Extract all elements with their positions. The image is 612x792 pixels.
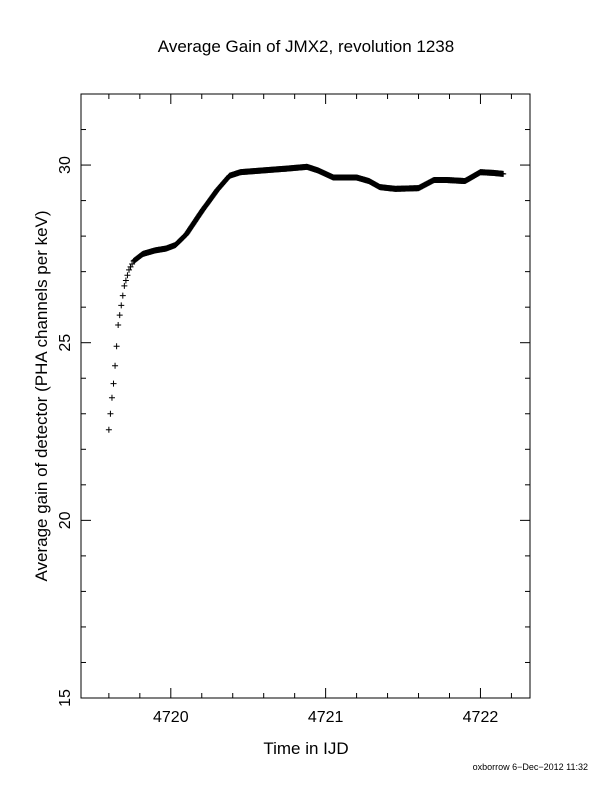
data-point [113,343,120,350]
chart-title: Average Gain of JMX2, revolution 1238 [158,37,454,56]
y-tick-label: 30 [57,156,74,174]
x-tick-label: 4722 [463,709,499,726]
data-point [127,263,134,270]
y-tick-labels: 15 20 25 30 [57,156,74,707]
x-tick-labels: 4720 4721 4722 [153,709,498,726]
y-tick-label: 25 [57,334,74,352]
plot-frame [80,93,531,699]
plot-area [80,93,531,699]
data-point [119,292,126,299]
data-point [500,170,507,177]
data-point [122,277,129,284]
y-tick-label: 15 [57,689,74,707]
x-axis-label: Time in IJD [263,739,348,758]
data-point [107,410,114,417]
data-point [121,282,128,289]
x-tick-label: 4721 [308,709,344,726]
data-point [110,380,117,387]
data-point [125,266,132,273]
y-axis-label: Average gain of detector (PHA channels p… [32,210,51,581]
x-tick-label: 4720 [153,709,189,726]
data-point [112,362,119,369]
data-point [116,312,123,319]
data-point [105,426,112,433]
y-tick-label: 20 [57,511,74,529]
data-point [118,302,125,309]
data-point [115,321,122,328]
axis-ticks [81,93,530,699]
data-points [105,163,507,433]
footer-stamp: oxborrow 6−Dec−2012 11:32 [473,762,588,772]
data-point [124,272,131,279]
data-point [108,394,115,401]
